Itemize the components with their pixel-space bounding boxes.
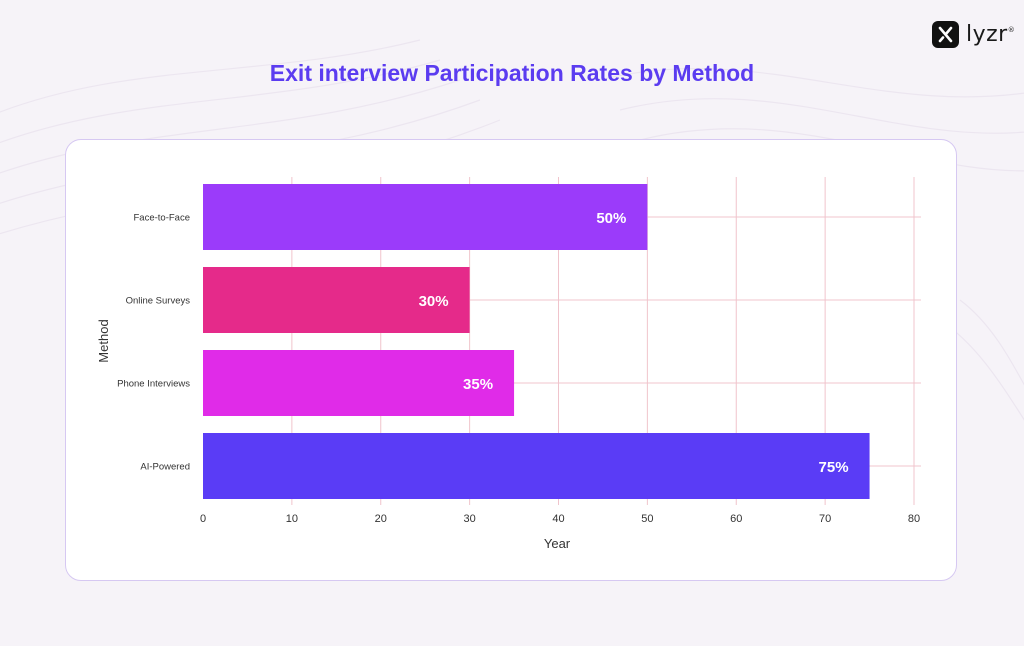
bar-value-label: 35% — [463, 376, 493, 393]
x-axis-title: Year — [544, 536, 571, 551]
bar-value-label: 30% — [419, 293, 449, 310]
brand-name: lyzr® — [966, 22, 1016, 47]
x-tick-label: 80 — [908, 513, 920, 525]
x-tick-label: 10 — [286, 513, 298, 525]
x-tick-label: 0 — [200, 513, 206, 525]
brand-logo: lyzr® — [932, 21, 1015, 48]
bar-ai-powered — [203, 433, 870, 499]
chart-title: Exit interview Participation Rates by Me… — [269, 60, 755, 86]
bar-online-surveys — [203, 267, 470, 333]
y-tick-label: Online Surveys — [126, 296, 191, 307]
bar-phone-interviews — [203, 350, 515, 416]
x-tick-labels: 0 10 20 30 40 50 60 70 80 — [200, 513, 920, 525]
bar-value-label: 75% — [819, 459, 849, 476]
data-labels: 50% 30% 35% 75% — [419, 210, 849, 476]
x-tick-label: 40 — [552, 513, 564, 525]
bar-face-to-face — [203, 184, 648, 250]
y-axis-title: Method — [96, 319, 111, 362]
y-tick-label: Phone Interviews — [117, 379, 190, 390]
bar-value-label: 50% — [596, 210, 626, 227]
x-tick-label: 60 — [730, 513, 742, 525]
trademark-symbol: ® — [1007, 26, 1016, 34]
lyzr-logo-icon — [932, 21, 959, 48]
x-tick-label: 30 — [464, 513, 476, 525]
y-tick-labels: Face-to-Face Online Surveys Phone Intervie… — [117, 213, 190, 473]
x-tick-label: 70 — [819, 513, 831, 525]
x-tick-label: 50 — [641, 513, 653, 525]
x-tick-label: 20 — [375, 513, 387, 525]
bars — [203, 184, 870, 499]
y-tick-label: AI-Powered — [140, 462, 190, 473]
y-tick-label: Face-to-Face — [134, 213, 191, 224]
